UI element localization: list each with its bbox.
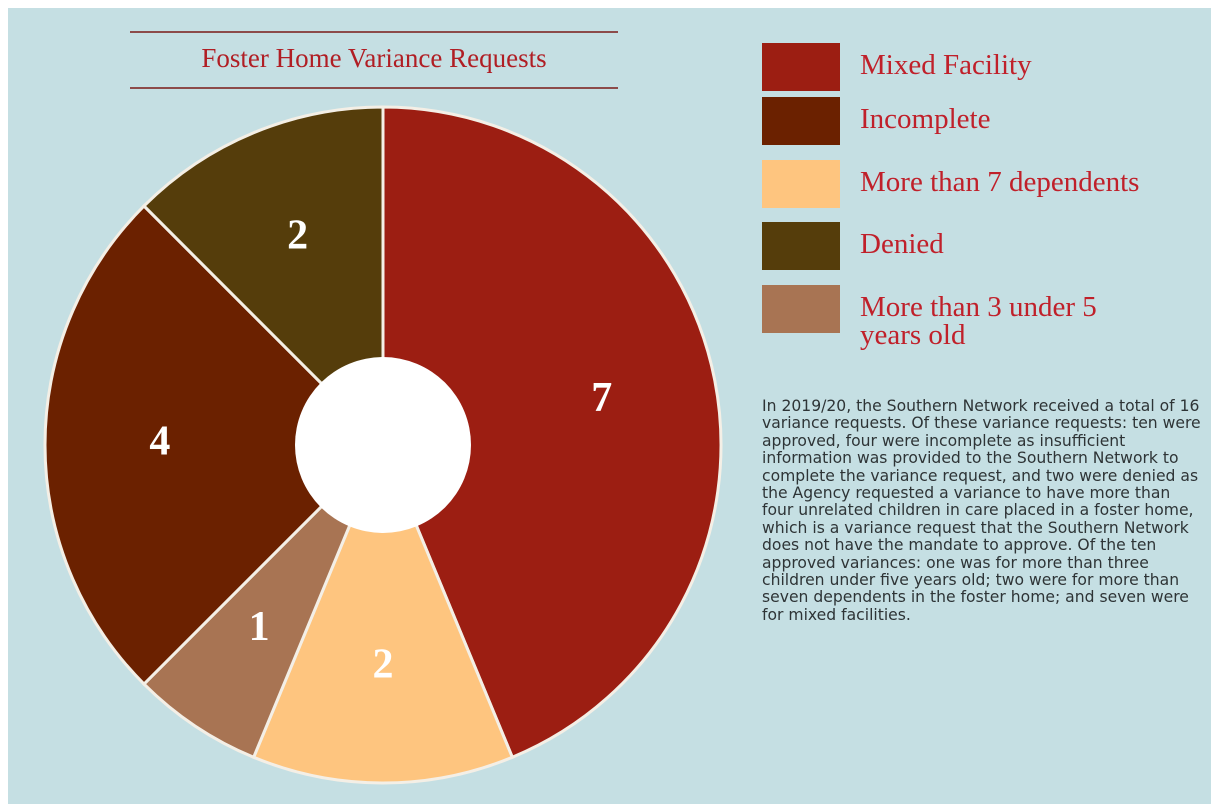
pie-slice	[381, 105, 723, 760]
legend-label: Incomplete	[860, 103, 991, 135]
legend-label: More than 3 under 5 years old	[860, 291, 1097, 351]
value-label: 1	[249, 604, 270, 650]
legend-swatch	[762, 285, 840, 333]
pie-slice	[141, 105, 385, 449]
value-label: 2	[287, 213, 308, 259]
pie-slice	[43, 203, 386, 687]
legend-swatch	[762, 97, 840, 145]
chart-title: Foster Home Variance Requests	[201, 43, 546, 73]
value-label: 4	[149, 419, 170, 465]
value-label: 2	[373, 642, 394, 688]
pie-slice	[141, 443, 385, 760]
legend-swatch	[762, 222, 840, 270]
legend-label: Mixed Facility	[860, 49, 1032, 81]
pie-slice	[251, 441, 515, 785]
legend-swatch	[762, 160, 840, 208]
description: In 2019/20, the Southern Network receive…	[762, 397, 1201, 624]
value-label: 7	[591, 375, 612, 421]
legend-label: More than 7 dependents	[860, 166, 1140, 198]
donut-hole	[295, 357, 471, 533]
legend-label: Denied	[860, 228, 944, 260]
legend-swatch	[762, 43, 840, 91]
